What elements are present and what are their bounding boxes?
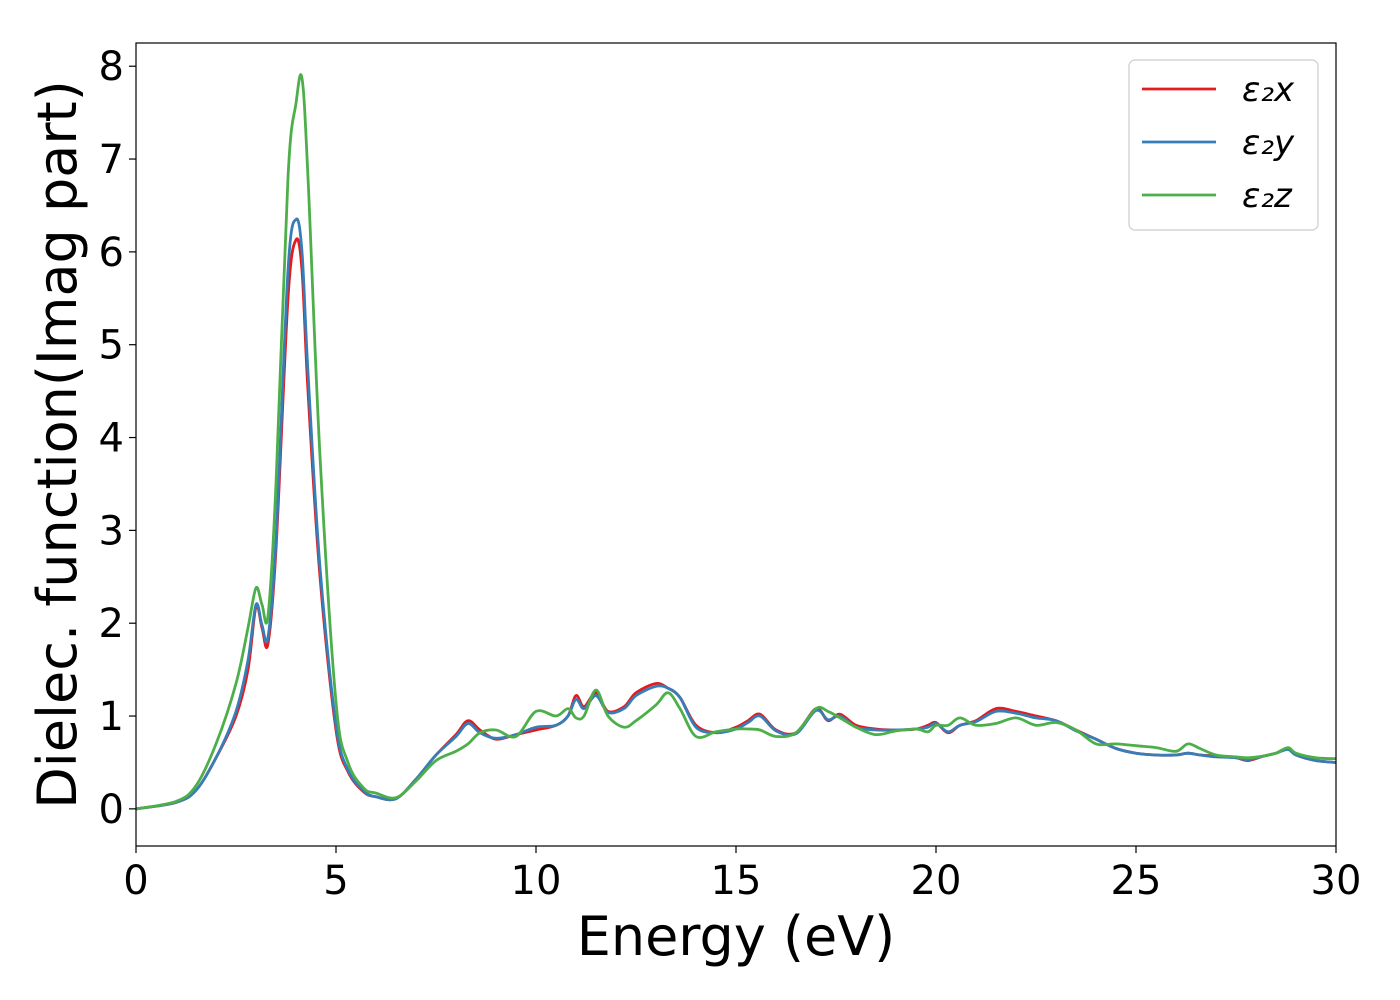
x-tick-label: 20: [911, 858, 962, 904]
x-axis: 0 5 10 15 20 25 30: [123, 846, 1361, 904]
legend-label-2: ε₂z: [1242, 176, 1293, 216]
y-tick-label: 4: [99, 416, 124, 462]
y-tick-label: 1: [99, 694, 124, 740]
y-tick-label: 8: [99, 44, 124, 90]
series-line-1: [135, 217, 1337, 811]
x-axis-title: Energy (eV): [577, 905, 896, 968]
legend-label-0: ε₂x: [1242, 70, 1295, 110]
y-tick-label: 7: [99, 137, 124, 183]
y-axis-title: Dielec. function(Imag part): [26, 80, 89, 809]
legend-box: [1128, 59, 1319, 231]
x-tick-label: 25: [1111, 858, 1162, 904]
y-tick-label: 5: [99, 323, 124, 369]
series-line-2: [135, 73, 1337, 811]
y-axis: 0 1 2 3 4 5 6 7 8: [99, 44, 136, 833]
x-tick-label: 15: [711, 858, 762, 904]
series-layer: [135, 73, 1337, 811]
y-tick-label: 3: [99, 508, 124, 554]
y-tick-label: 6: [99, 230, 124, 276]
y-tick-label: 0: [99, 787, 124, 833]
x-tick-label: 5: [323, 858, 348, 904]
x-tick-label: 30: [1311, 858, 1362, 904]
x-tick-label: 0: [123, 858, 148, 904]
y-tick-label: 2: [99, 601, 124, 647]
x-tick-label: 10: [511, 858, 562, 904]
legend-label-1: ε₂y: [1242, 123, 1295, 163]
legend: ε₂x ε₂y ε₂z: [1128, 59, 1319, 231]
